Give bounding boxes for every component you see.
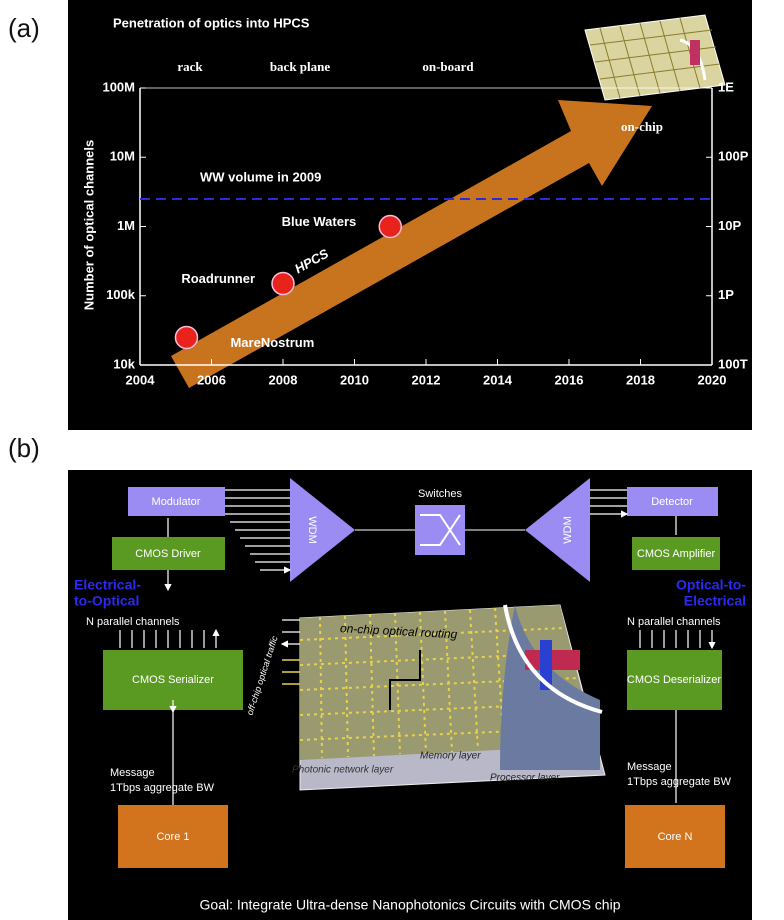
chart-panel: 10k 100k 1M 10M 100M 100T 1P 10P 100P 1E 2004 2006 2… bbox=[68, 0, 779, 430]
label: 1Tbps aggregate BW bbox=[110, 782, 215, 794]
y-tick-label: 10M bbox=[110, 149, 135, 164]
y-tick-label: 10k bbox=[113, 356, 135, 371]
label: Processor layer bbox=[490, 773, 560, 784]
reference-label: WW volume in 2009 bbox=[200, 169, 321, 184]
y2-tick-label: 100T bbox=[718, 356, 748, 371]
box-label: CMOS Deserializer bbox=[627, 674, 721, 686]
y2-tick-label: 1P bbox=[718, 287, 734, 302]
box-label: WDM bbox=[562, 516, 574, 544]
switch bbox=[415, 505, 465, 555]
label: to-Optical bbox=[74, 593, 139, 609]
goal-text: Goal: Integrate Ultra-dense Nanophotonic… bbox=[200, 897, 621, 913]
label: Optical-to- bbox=[676, 577, 746, 593]
y2-tick-label: 10P bbox=[718, 218, 741, 233]
label: Message bbox=[627, 761, 672, 773]
box-label: Core 1 bbox=[156, 831, 189, 843]
x-tick-label: 2014 bbox=[483, 372, 513, 387]
data-point bbox=[175, 326, 197, 348]
label: Photonic network layer bbox=[292, 765, 394, 776]
x-tick-label: 2006 bbox=[197, 372, 226, 387]
annotation: rack bbox=[177, 59, 203, 74]
y2-tick-label: 100P bbox=[718, 149, 749, 164]
panel-label: (b) bbox=[8, 433, 40, 463]
x-tick-label: 2020 bbox=[698, 372, 727, 387]
x-tick-label: 2016 bbox=[555, 372, 584, 387]
annotation: back plane bbox=[270, 59, 331, 74]
x-tick-label: 2018 bbox=[626, 372, 655, 387]
box-label: Core N bbox=[658, 831, 693, 843]
x-tick-label: 2012 bbox=[412, 372, 441, 387]
diagram-panel: Modulator CMOS Driver CMOS Serializer Co… bbox=[68, 470, 752, 920]
box-label: CMOS Driver bbox=[135, 548, 201, 560]
point-label: Blue Waters bbox=[282, 214, 357, 229]
y-tick-label: 1M bbox=[117, 218, 135, 233]
y-tick-label: 100M bbox=[102, 79, 135, 94]
label: Memory layer bbox=[420, 751, 481, 762]
chart-title: Penetration of optics into HPCS bbox=[113, 15, 310, 30]
chip-icon bbox=[585, 15, 725, 100]
point-label: MareNostrum bbox=[230, 335, 314, 350]
label: 1Tbps aggregate BW bbox=[627, 776, 732, 788]
box-label: Modulator bbox=[152, 496, 201, 508]
label: Switches bbox=[418, 488, 463, 500]
x-tick-label: 2004 bbox=[126, 372, 156, 387]
label: N parallel channels bbox=[86, 616, 180, 628]
data-point bbox=[379, 216, 401, 238]
y-tick-label: 100k bbox=[106, 287, 136, 302]
panel-label: (a) bbox=[8, 13, 40, 43]
point-label: Roadrunner bbox=[181, 271, 255, 286]
box-label: Detector bbox=[651, 496, 693, 508]
label: Message bbox=[110, 767, 155, 779]
x-tick-label: 2010 bbox=[340, 372, 369, 387]
data-point bbox=[272, 273, 294, 295]
annotation: on-chip bbox=[621, 119, 663, 134]
box-label: CMOS Amplifier bbox=[637, 548, 716, 560]
label: Electrical bbox=[684, 593, 746, 609]
figure: (a) (b) 10k 100k 1M 10M 100M 100T 1P 10P 100P 1E 2… bbox=[0, 0, 784, 920]
box-label: WDM bbox=[306, 516, 318, 544]
x-tick-label: 2008 bbox=[269, 372, 298, 387]
y2-axis-title: FLOPs bbox=[764, 224, 779, 266]
annotation: on-board bbox=[422, 59, 474, 74]
label: N parallel channels bbox=[627, 616, 721, 628]
box-label: CMOS Serializer bbox=[132, 674, 214, 686]
label: Electrical- bbox=[74, 577, 141, 593]
y2-tick-label: 1E bbox=[718, 79, 734, 94]
y-axis-title: Number of optical channels bbox=[81, 140, 96, 310]
